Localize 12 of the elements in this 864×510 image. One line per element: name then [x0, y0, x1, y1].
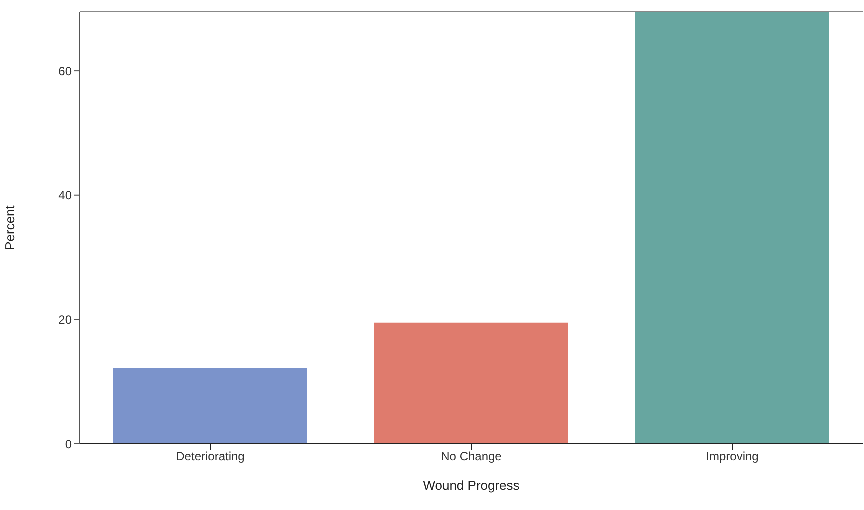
x-tick-label: No Change [441, 450, 502, 464]
bar [113, 368, 308, 444]
y-axis-title: Percent [2, 205, 18, 250]
x-axis-title: Wound Progress [423, 478, 520, 493]
y-tick-label: 40 [58, 188, 72, 203]
bar [374, 322, 568, 444]
y-tick-label: 20 [58, 312, 72, 327]
x-tick-label: Deteriorating [176, 450, 245, 464]
y-tick-label: 60 [58, 64, 72, 78]
x-tick-label: Improving [706, 450, 759, 464]
bar [635, 12, 830, 444]
y-tick-label: 0 [65, 437, 72, 452]
